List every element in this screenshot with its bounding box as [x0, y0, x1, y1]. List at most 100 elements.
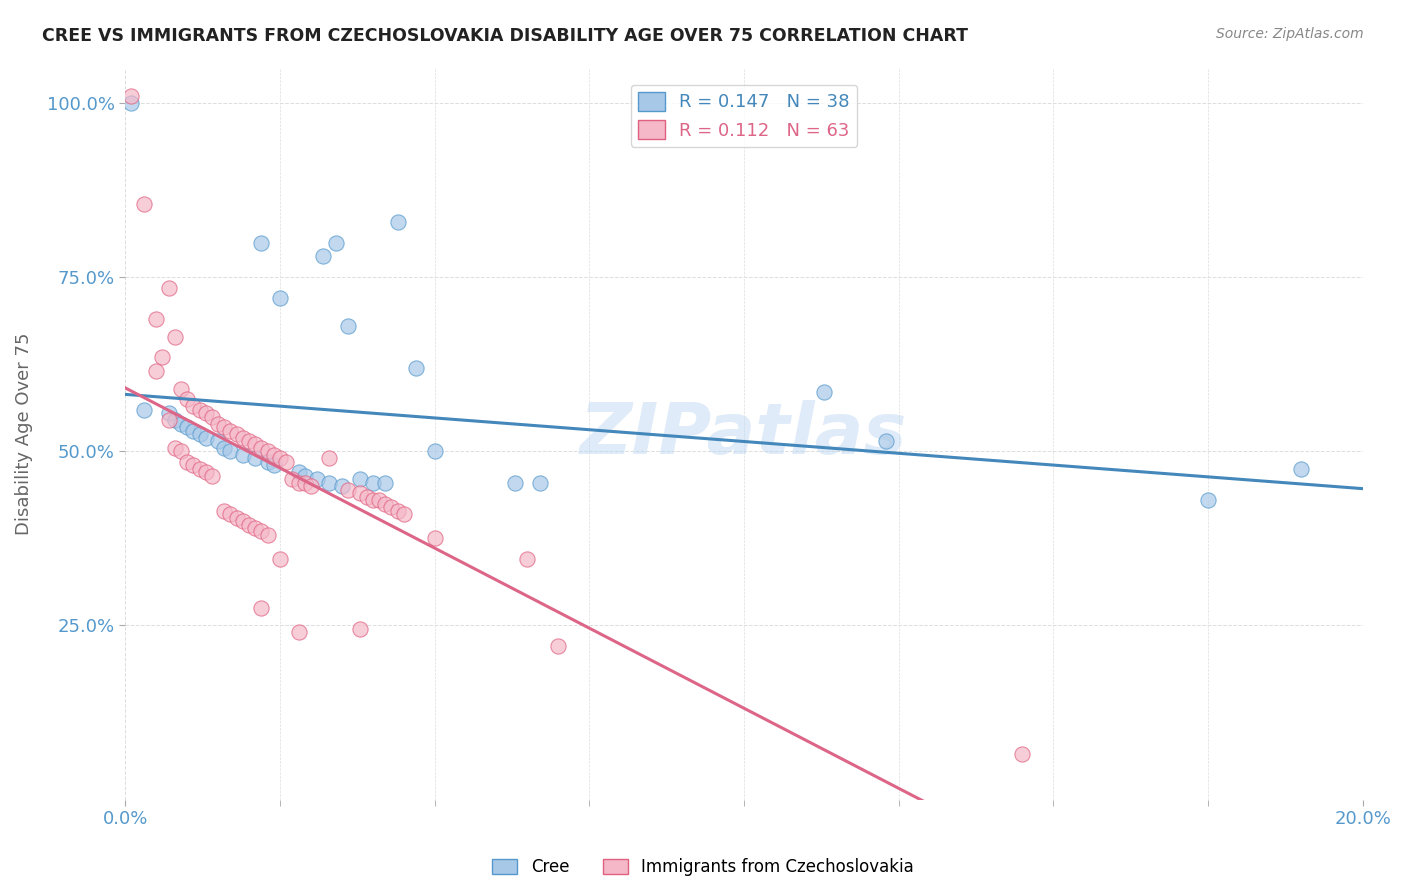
Point: [294, 468, 316, 483]
Point: [170, 417, 193, 431]
Point: [307, 472, 329, 486]
Point: [380, 500, 402, 515]
Point: [294, 475, 316, 490]
Point: [1011, 747, 1033, 762]
Point: [194, 465, 217, 479]
Point: [529, 475, 551, 490]
Point: [194, 430, 217, 444]
Point: [405, 360, 427, 375]
Point: [183, 424, 205, 438]
Point: [225, 427, 247, 442]
Point: [875, 434, 897, 448]
Point: [318, 475, 340, 490]
Point: [132, 402, 155, 417]
Point: [188, 402, 211, 417]
Point: [170, 444, 193, 458]
Point: [256, 528, 278, 542]
Point: [337, 483, 360, 497]
Point: [132, 197, 155, 211]
Point: [269, 451, 291, 466]
Point: [361, 493, 384, 508]
Point: [201, 409, 224, 424]
Point: [145, 364, 167, 378]
Point: [188, 427, 211, 442]
Point: [349, 622, 371, 636]
Point: [374, 475, 396, 490]
Point: [225, 510, 247, 524]
Point: [232, 448, 254, 462]
Point: [250, 524, 273, 539]
Point: [1289, 462, 1312, 476]
Point: [281, 472, 304, 486]
Point: [157, 413, 180, 427]
Point: [387, 503, 409, 517]
Legend: R = 0.147   N = 38, R = 0.112   N = 63: R = 0.147 N = 38, R = 0.112 N = 63: [631, 85, 858, 147]
Point: [813, 385, 835, 400]
Point: [245, 437, 267, 451]
Point: [547, 640, 569, 654]
Text: ZIPatlas: ZIPatlas: [581, 400, 908, 468]
Legend: Cree, Immigrants from Czechoslovakia: Cree, Immigrants from Czechoslovakia: [485, 852, 921, 883]
Point: [219, 444, 242, 458]
Point: [201, 468, 224, 483]
Point: [287, 465, 309, 479]
Point: [361, 475, 384, 490]
Point: [374, 497, 396, 511]
Point: [152, 351, 174, 365]
Point: [269, 552, 291, 566]
Point: [325, 235, 347, 250]
Point: [387, 215, 409, 229]
Point: [423, 532, 446, 546]
Point: [356, 490, 378, 504]
Point: [121, 96, 143, 111]
Point: [194, 406, 217, 420]
Point: [183, 399, 205, 413]
Point: [121, 89, 143, 103]
Point: [250, 235, 273, 250]
Point: [163, 329, 186, 343]
Point: [188, 462, 211, 476]
Point: [176, 420, 198, 434]
Text: Source: ZipAtlas.com: Source: ZipAtlas.com: [1216, 27, 1364, 41]
Point: [287, 625, 309, 640]
Point: [238, 434, 260, 448]
Point: [250, 601, 273, 615]
Point: [516, 552, 538, 566]
Point: [245, 521, 267, 535]
Point: [250, 441, 273, 455]
Point: [157, 406, 180, 420]
Y-axis label: Disability Age Over 75: Disability Age Over 75: [15, 333, 32, 535]
Point: [349, 486, 371, 500]
Point: [330, 479, 353, 493]
Point: [214, 441, 236, 455]
Point: [170, 382, 193, 396]
Point: [207, 434, 229, 448]
Point: [287, 475, 309, 490]
Point: [245, 451, 267, 466]
Point: [269, 291, 291, 305]
Point: [312, 250, 335, 264]
Point: [232, 514, 254, 528]
Point: [145, 312, 167, 326]
Point: [368, 493, 391, 508]
Point: [1197, 493, 1219, 508]
Point: [318, 451, 340, 466]
Point: [263, 458, 285, 473]
Point: [214, 420, 236, 434]
Point: [232, 430, 254, 444]
Point: [176, 455, 198, 469]
Point: [256, 444, 278, 458]
Point: [276, 455, 298, 469]
Point: [176, 392, 198, 407]
Point: [503, 475, 526, 490]
Point: [238, 517, 260, 532]
Point: [214, 503, 236, 517]
Point: [256, 455, 278, 469]
Point: [423, 444, 446, 458]
Point: [219, 507, 242, 521]
Point: [263, 448, 285, 462]
Point: [163, 413, 186, 427]
Point: [219, 424, 242, 438]
Point: [337, 319, 360, 334]
Text: CREE VS IMMIGRANTS FROM CZECHOSLOVAKIA DISABILITY AGE OVER 75 CORRELATION CHART: CREE VS IMMIGRANTS FROM CZECHOSLOVAKIA D…: [42, 27, 969, 45]
